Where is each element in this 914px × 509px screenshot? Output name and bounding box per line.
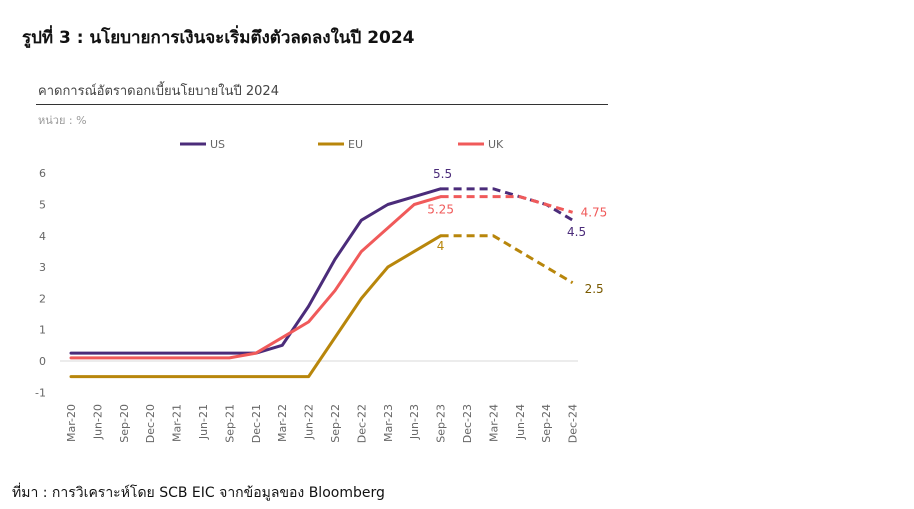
x-tick-label: Jun-20: [91, 404, 104, 440]
x-tick-label: Mar-20: [65, 404, 78, 442]
series-eu-line: [69, 234, 443, 379]
y-tick-label: 1: [39, 324, 46, 337]
source-note: ที่มา : การวิเคราะห์โดย SCB EIC จากข้อมู…: [12, 485, 385, 501]
legend-label-us: US: [210, 138, 225, 151]
x-tick-label: Sep-22: [329, 404, 342, 443]
x-tick-label: Mar-24: [487, 404, 500, 442]
data-label: 5.25: [427, 203, 454, 217]
y-tick-label: 2: [39, 292, 46, 305]
figure-title: รูปที่ 3 : นโยบายการเงินจะเริ่มตึงตัวลดล…: [22, 28, 415, 48]
x-tick-label: Mar-22: [276, 404, 289, 442]
x-tick-label: Jun-22: [303, 404, 316, 440]
data-label: 4: [437, 239, 445, 253]
x-tick-label: Jun-23: [408, 404, 421, 440]
x-tick-label: Dec-21: [250, 404, 263, 443]
x-tick-label: Sep-23: [435, 404, 448, 443]
y-tick-label: 0: [39, 355, 46, 368]
series-eu-forecast-line: [440, 234, 574, 285]
x-tick-label: Dec-20: [144, 404, 157, 443]
chart-title: คาดการณ์อัตราดอกเบี้ยนโยบายในปี 2024: [38, 84, 279, 99]
title-divider: [36, 104, 608, 105]
data-label: 4.5: [567, 225, 586, 239]
data-label: 2.5: [585, 282, 604, 296]
y-tick-label: 5: [39, 199, 46, 212]
y-tick-label: 4: [39, 230, 46, 243]
x-tick-label: Jun-24: [514, 404, 527, 440]
x-tick-label: Sep-21: [223, 404, 236, 443]
x-tick-label: Dec-24: [567, 404, 580, 443]
y-tick-label: -1: [35, 386, 46, 399]
series-uk-line: [69, 195, 443, 360]
legend-label-eu: EU: [348, 138, 363, 151]
y-tick-label: 3: [39, 261, 46, 274]
x-tick-label: Mar-23: [382, 404, 395, 442]
x-tick-label: Sep-24: [540, 404, 553, 443]
data-label: 5.5: [433, 167, 452, 181]
data-label: 4.75: [581, 205, 608, 219]
x-tick-label: Dec-22: [355, 404, 368, 443]
series-uk-forecast-line: [440, 195, 574, 214]
x-tick-label: Mar-21: [171, 404, 184, 442]
legend-label-uk: UK: [488, 138, 504, 151]
unit-label: หน่วย : %: [38, 114, 87, 127]
x-tick-label: Dec-23: [461, 404, 474, 443]
series-us-forecast-line: [440, 187, 574, 222]
y-tick-label: 6: [39, 167, 46, 180]
x-tick-label: Sep-20: [118, 404, 131, 443]
x-tick-label: Jun-21: [197, 404, 210, 440]
